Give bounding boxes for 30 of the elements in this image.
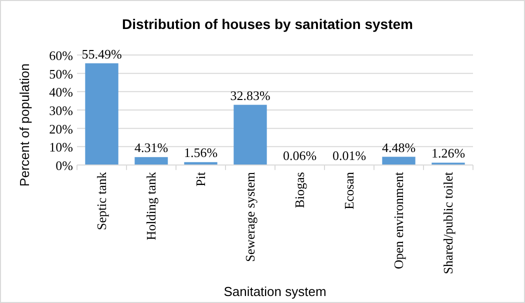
y-axis-title: Percent of population bbox=[17, 64, 32, 186]
data-label: 1.56% bbox=[184, 145, 218, 160]
y-tick-label: 60% bbox=[49, 48, 74, 63]
x-tick-label: Shared/public toilet bbox=[440, 172, 456, 274]
y-tick-label: 30% bbox=[49, 103, 74, 118]
y-tick-label: 0% bbox=[56, 158, 74, 173]
x-axis-title: Sanitation system bbox=[224, 284, 326, 299]
data-label: 0.01% bbox=[332, 148, 366, 163]
y-tick-label: 40% bbox=[49, 84, 74, 100]
bar bbox=[85, 63, 118, 165]
y-tick-label: 20% bbox=[49, 121, 74, 136]
data-label: 0.06% bbox=[282, 148, 317, 163]
x-tick-label: Holding tank bbox=[143, 172, 158, 240]
data-label: 4.31% bbox=[134, 140, 168, 156]
y-tick-label: 10% bbox=[49, 140, 74, 155]
data-label: 55.49% bbox=[82, 46, 122, 62]
x-tick-label: Open environment bbox=[390, 172, 406, 270]
data-label: 4.48% bbox=[382, 140, 416, 155]
data-label: 32.83% bbox=[230, 88, 270, 103]
bar bbox=[382, 156, 416, 165]
y-tick-label: 50% bbox=[49, 66, 74, 82]
data-label: 1.26% bbox=[431, 146, 466, 161]
x-tick-label: Biogas bbox=[292, 172, 307, 208]
chart-title: Distribution of houses by sanitation system bbox=[122, 16, 413, 32]
x-tick-label: Pit bbox=[192, 172, 208, 186]
bar bbox=[234, 104, 267, 165]
x-tick-label: Sewerage system bbox=[242, 172, 258, 262]
x-tick-label: Ecosan bbox=[341, 172, 356, 210]
x-tick-label: Septic tank bbox=[94, 172, 109, 230]
bar bbox=[134, 157, 168, 165]
